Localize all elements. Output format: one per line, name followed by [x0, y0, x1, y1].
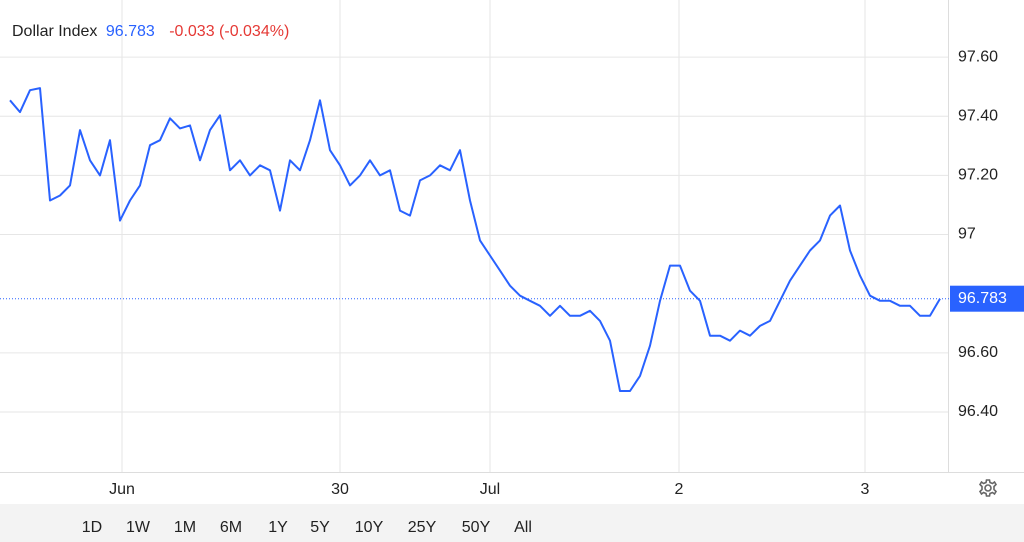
price-tag-label: 96.783	[958, 290, 1007, 307]
y-tick-label: 97.40	[958, 107, 998, 124]
x-tick-label: Jun	[109, 481, 135, 498]
range-button[interactable]: 25Y	[408, 519, 437, 536]
price-line	[9, 87, 941, 392]
y-tick-label: 97	[958, 226, 976, 243]
range-button[interactable]: 50Y	[462, 519, 491, 536]
settings-icon-gear	[978, 479, 998, 497]
range-button[interactable]: 1Y	[268, 519, 288, 536]
settings-icon-center	[984, 484, 992, 492]
price-tag	[950, 285, 1024, 312]
y-tick-label: 97.60	[958, 48, 998, 65]
range-button[interactable]: 10Y	[355, 519, 384, 536]
y-tick-label: 97.20	[958, 167, 998, 184]
range-button[interactable]: All	[514, 519, 532, 536]
price: 96.783	[106, 23, 155, 40]
x-tick-label: 2	[675, 481, 684, 498]
y-tick-label: 96.40	[958, 403, 998, 420]
range-bar	[0, 504, 1024, 542]
y-tick-label: 96.60	[958, 344, 998, 361]
header: Dollar Index 96.783 -0.033 (-0.034%)	[12, 23, 289, 40]
symbol-name: Dollar Index	[12, 23, 97, 40]
range-button[interactable]: 6M	[220, 519, 242, 536]
x-tick-label: Jul	[480, 481, 500, 498]
x-tick-label: 30	[331, 481, 349, 498]
change: -0.033 (-0.034%)	[169, 23, 289, 40]
range-button[interactable]: 1M	[174, 519, 196, 536]
range-button[interactable]: 5Y	[310, 519, 330, 536]
x-tick-label: 3	[861, 481, 870, 498]
settings-icon[interactable]	[978, 479, 998, 497]
range-button[interactable]: 1W	[126, 519, 151, 536]
range-button[interactable]: 1D	[82, 519, 102, 536]
